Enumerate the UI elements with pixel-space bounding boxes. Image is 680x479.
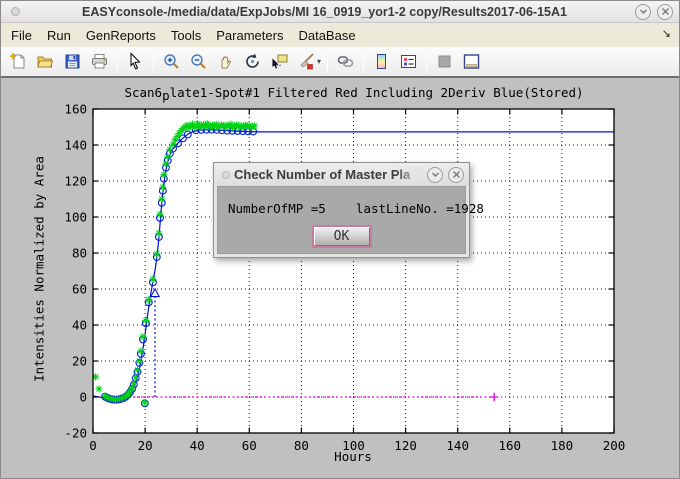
- dialog-window-menu-button[interactable]: [222, 170, 230, 179]
- brush-icon: [300, 53, 314, 70]
- close-button[interactable]: [657, 3, 673, 20]
- svg-text:0: 0: [89, 438, 97, 453]
- window-menu-button[interactable]: [11, 7, 20, 16]
- svg-text:180: 180: [551, 438, 574, 453]
- menu-tools[interactable]: Tools: [170, 27, 202, 43]
- svg-text:100: 100: [342, 438, 365, 453]
- toolbar-separator: [117, 50, 118, 73]
- toolbar-separator: [327, 50, 329, 73]
- x-axis-label: Hours: [334, 449, 372, 464]
- plot-tools-off-button[interactable]: [431, 49, 458, 75]
- dialog-close-button[interactable]: [448, 166, 464, 183]
- close-icon: [452, 171, 460, 178]
- insert-colorbar-button[interactable]: [368, 49, 395, 75]
- svg-text:20: 20: [72, 354, 87, 369]
- print-button[interactable]: [86, 49, 113, 75]
- colorbar-icon: [377, 54, 387, 69]
- dialog-message: NumberOfMP =5 lastLineNo. =1928: [228, 201, 484, 216]
- open-file-button[interactable]: [32, 49, 59, 75]
- pointer-tool-button[interactable]: [122, 49, 149, 75]
- ok-button[interactable]: OK: [311, 225, 372, 248]
- rotate-3d-button[interactable]: [239, 49, 266, 75]
- brush-dropdown-icon[interactable]: ▾: [317, 57, 322, 66]
- toolbar-separator: [426, 50, 428, 73]
- link-icon: [337, 56, 354, 67]
- svg-text:40: 40: [72, 318, 87, 333]
- menubar: File Run GenReports Tools Parameters Dat…: [1, 23, 679, 47]
- menu-run[interactable]: Run: [46, 27, 71, 43]
- legend-icon: [401, 55, 417, 68]
- pointer-cursor-icon: [130, 52, 141, 70]
- dialog-titlebar: Check Number of Master Pla: [214, 163, 469, 186]
- save-icon: [65, 54, 80, 69]
- print-icon: [92, 54, 107, 69]
- dialog-title: Check Number of Master Pla: [234, 167, 422, 182]
- pan-button[interactable]: [212, 49, 239, 75]
- menu-genreports[interactable]: GenReports: [85, 27, 156, 43]
- svg-text:80: 80: [72, 246, 87, 261]
- link-plots-button[interactable]: [332, 49, 359, 75]
- menu-database[interactable]: DataBase: [298, 27, 356, 43]
- insert-legend-button[interactable]: [395, 49, 422, 75]
- svg-text:200: 200: [603, 438, 626, 453]
- dialog-minimize-button[interactable]: [427, 166, 443, 183]
- new-file-icon: [9, 52, 25, 69]
- svg-text:80: 80: [294, 438, 309, 453]
- svg-text:100: 100: [64, 210, 87, 225]
- menu-file[interactable]: File: [11, 27, 32, 43]
- chevron-down-icon: [639, 9, 647, 14]
- svg-text:160: 160: [64, 102, 87, 117]
- svg-text:160: 160: [499, 438, 522, 453]
- zoom-out-icon: [191, 54, 206, 69]
- rotate-3d-icon: [246, 53, 259, 68]
- dialog-check-number-of-master-plates: Check Number of Master Pla NumberOfMP =5…: [213, 162, 484, 258]
- new-file-button[interactable]: [5, 49, 32, 75]
- svg-text:-20: -20: [64, 426, 87, 441]
- menu-parameters[interactable]: Parameters: [216, 27, 284, 43]
- plot-tools-off-icon: [438, 55, 451, 68]
- svg-text:60: 60: [72, 282, 87, 297]
- svg-text:40: 40: [190, 438, 205, 453]
- plot-tools-on-button[interactable]: [458, 49, 485, 75]
- window-titlebar: EASYconsole-/media/data/ExpJobs/MI 16_09…: [1, 1, 679, 23]
- toolbar-separator: [153, 50, 154, 73]
- window-title: EASYconsole-/media/data/ExpJobs/MI 16_09…: [82, 4, 567, 19]
- minimize-button[interactable]: [635, 3, 651, 20]
- chart-plot[interactable]: 0 20 40 60 80 100 120 140 160 180 200-200204060801…: [1, 78, 680, 479]
- dialog-body: NumberOfMP =5 lastLineNo. =1928 OK: [217, 186, 484, 254]
- svg-text:120: 120: [394, 438, 417, 453]
- close-icon: [661, 8, 669, 15]
- svg-text:60: 60: [242, 438, 257, 453]
- zoom-in-icon: [164, 54, 179, 69]
- toolbar-separator: [363, 50, 365, 73]
- svg-text:0: 0: [79, 390, 87, 405]
- save-button[interactable]: [59, 49, 86, 75]
- svg-text:120: 120: [64, 174, 87, 189]
- data-cursor-button[interactable]: [266, 49, 293, 75]
- brush-button[interactable]: [293, 49, 320, 75]
- chevron-down-icon: [431, 172, 439, 177]
- data-cursor-icon: [272, 54, 288, 69]
- figure-toolbar: ▾: [1, 47, 679, 78]
- zoom-out-button[interactable]: [185, 49, 212, 75]
- menubar-overflow-icon[interactable]: ↘: [661, 28, 671, 40]
- svg-text:140: 140: [446, 438, 469, 453]
- chart-title: Scan6plate1-Spot#1 Filtered Red Includin…: [124, 85, 584, 103]
- svg-text:140: 140: [64, 138, 87, 153]
- svg-text:20: 20: [138, 438, 153, 453]
- figure-area: 0 20 40 60 80 100 120 140 160 180 200 -20 0 20 40 60 80 1…: [1, 78, 680, 479]
- pan-hand-icon: [221, 56, 231, 69]
- plot-tools-on-icon: [463, 54, 480, 69]
- open-folder-icon: [37, 56, 54, 68]
- zoom-in-button[interactable]: [158, 49, 185, 75]
